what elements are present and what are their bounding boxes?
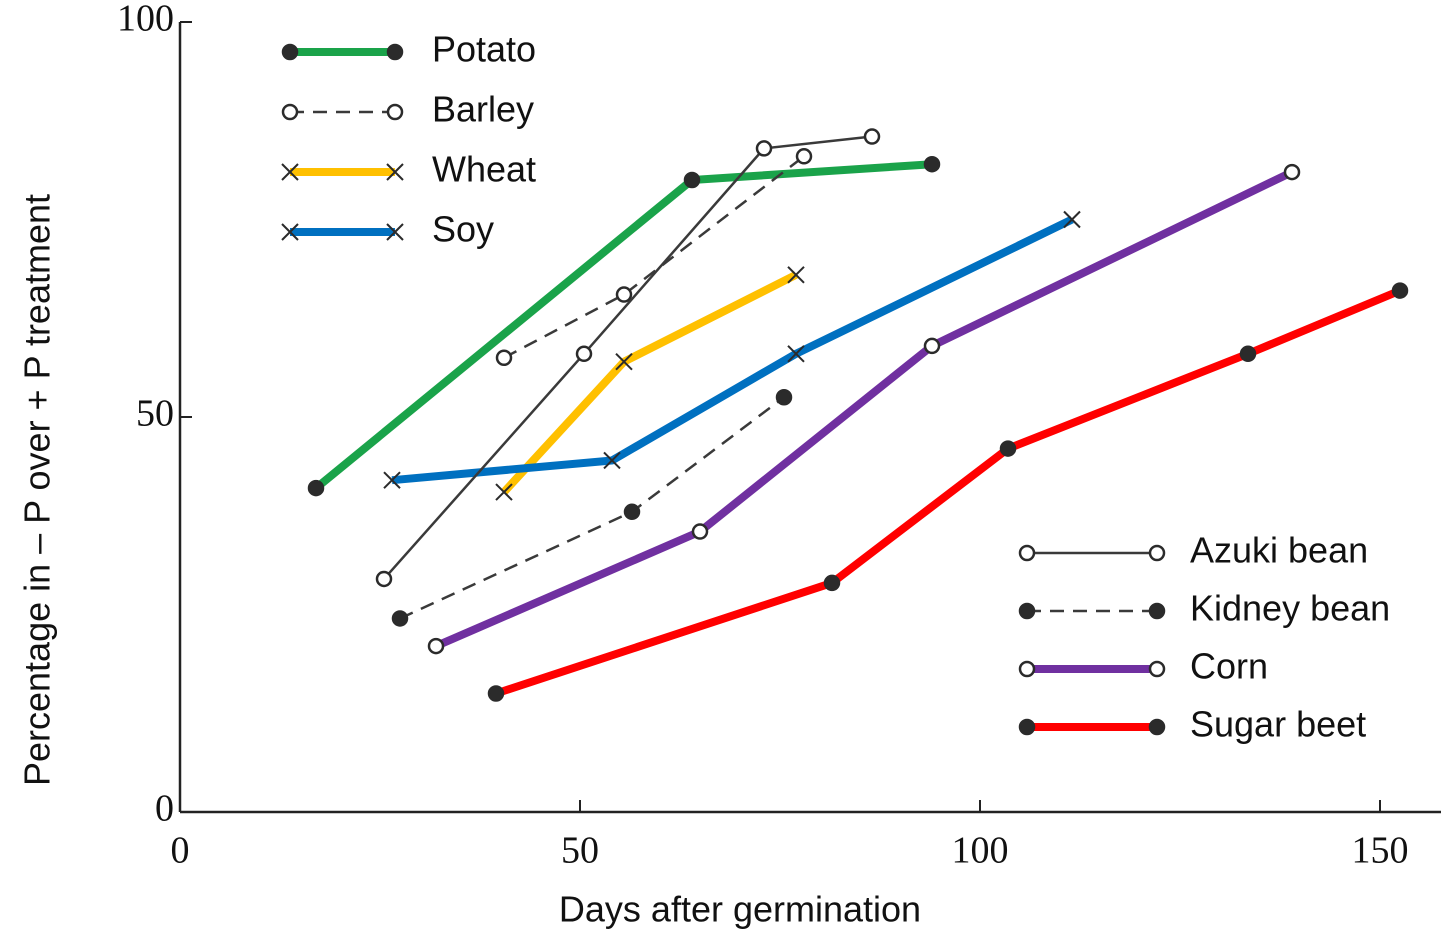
y-axis-label: Percentage in – P over + P treatment <box>17 194 58 786</box>
series-line <box>383 135 873 580</box>
marker <box>281 163 299 181</box>
marker-stroke <box>386 163 404 181</box>
marker-stroke <box>603 451 621 470</box>
marker <box>1063 210 1081 229</box>
marker <box>281 223 299 241</box>
marker-stroke <box>281 163 299 181</box>
x-tick-label: 100 <box>952 830 1009 872</box>
legend-label: Azuki bean <box>1190 530 1368 571</box>
marker <box>1239 345 1257 363</box>
marker <box>281 103 299 121</box>
marker-stroke <box>787 266 805 284</box>
legend-label: Wheat <box>432 149 536 190</box>
marker <box>1018 718 1036 736</box>
x-axis-label: Days after germination <box>559 889 921 930</box>
marker <box>603 451 621 470</box>
marker <box>683 171 701 189</box>
marker <box>775 389 793 406</box>
marker <box>1148 718 1166 736</box>
x-tick-label: 150 <box>1352 830 1409 872</box>
marker <box>755 140 773 157</box>
series-line <box>494 286 1402 698</box>
y-tick-label: 50 <box>136 393 174 435</box>
legend-label: Sugar beet <box>1190 704 1366 745</box>
marker <box>1018 602 1036 620</box>
marker <box>795 148 813 165</box>
marker <box>615 286 633 303</box>
marker-stroke <box>615 352 633 371</box>
marker <box>386 163 404 181</box>
legend-label: Soy <box>432 209 494 250</box>
marker <box>615 352 633 371</box>
marker <box>495 483 513 501</box>
marker <box>487 685 505 702</box>
series-line <box>313 160 933 492</box>
marker <box>923 155 941 173</box>
marker <box>1148 602 1166 620</box>
marker-stroke <box>386 223 404 241</box>
series-line <box>434 168 1294 650</box>
marker <box>307 479 325 497</box>
marker-stroke <box>1063 210 1081 229</box>
marker <box>375 570 393 588</box>
marker-stroke <box>281 223 299 241</box>
marker <box>495 349 513 366</box>
marker <box>923 337 941 355</box>
marker <box>386 103 404 121</box>
x-tick-label: 50 <box>561 830 599 872</box>
legend-label: Potato <box>432 29 536 70</box>
marker <box>1148 544 1166 562</box>
legend-label: Kidney bean <box>1190 588 1390 629</box>
series-line <box>391 215 1074 485</box>
marker <box>391 610 409 627</box>
marker <box>691 523 709 540</box>
marker <box>623 503 641 521</box>
marker <box>787 266 805 284</box>
marker <box>575 345 593 363</box>
marker <box>1283 163 1301 181</box>
marker <box>1391 282 1409 299</box>
y-tick-label: 100 <box>117 0 174 40</box>
legend-label: Corn <box>1190 646 1268 687</box>
marker <box>787 345 805 363</box>
marker <box>281 43 299 61</box>
marker <box>386 43 404 61</box>
marker <box>386 223 404 241</box>
marker-stroke <box>383 471 401 489</box>
marker <box>1018 660 1036 678</box>
marker-stroke <box>787 345 805 363</box>
marker-stroke <box>495 483 513 501</box>
marker <box>383 471 401 489</box>
marker <box>999 440 1017 457</box>
legend-label: Barley <box>432 89 534 130</box>
y-tick-label: 0 <box>155 788 174 830</box>
marker <box>1018 544 1036 562</box>
marker <box>823 574 841 592</box>
series-line <box>503 155 805 359</box>
x-tick-label: 0 <box>171 830 190 872</box>
marker <box>1148 660 1166 678</box>
marker <box>863 128 881 145</box>
marker <box>427 637 445 655</box>
